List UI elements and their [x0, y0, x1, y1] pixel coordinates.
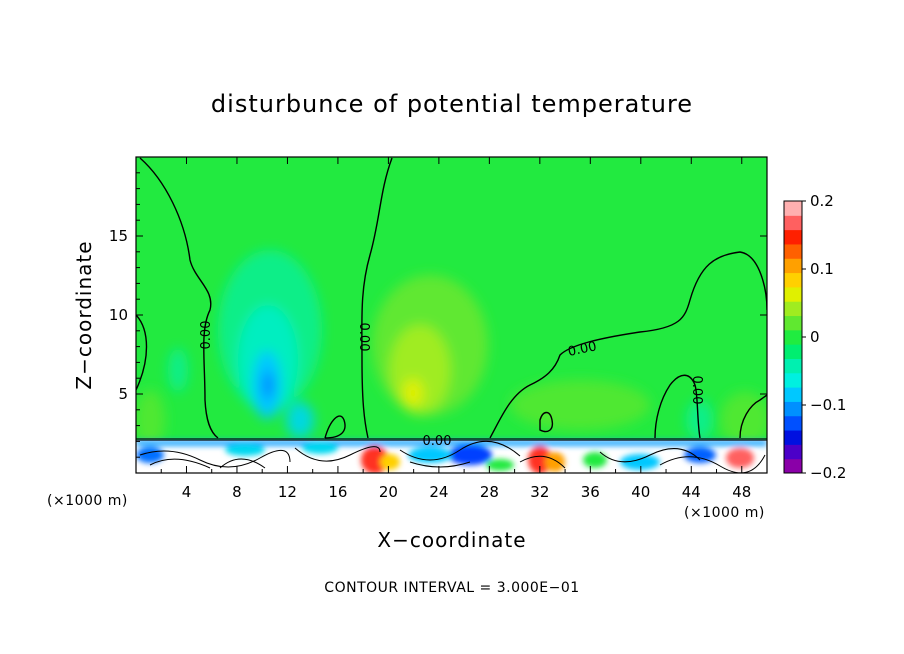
colorbar-swatch	[784, 344, 802, 359]
x-tick-label: 44	[682, 483, 701, 501]
cool-region-lower-left	[286, 402, 314, 438]
x-tick-label: 12	[278, 483, 297, 501]
y-axis: 5 10 15	[109, 172, 767, 458]
cool-region-right	[686, 400, 714, 440]
contour-interval-note: CONTOUR INTERVAL = 3.000E−01	[324, 580, 579, 596]
colorbar-tick-label: −0.2	[810, 464, 846, 482]
x-tick-label: 8	[232, 483, 242, 501]
cool-region-left-deep	[263, 371, 273, 399]
y-tick-label: 15	[109, 227, 128, 245]
colorbar-swatch	[784, 415, 802, 431]
heatmap-field: 0.00 0.00 0.00 0.00 0.00	[136, 157, 767, 473]
contour-center-left	[361, 157, 393, 439]
x-tick-label: 4	[182, 483, 192, 501]
colorbar-swatch	[784, 201, 802, 216]
contour-label-3: 0.00	[567, 339, 598, 360]
contour-left	[139, 157, 219, 439]
contour-far-right	[739, 394, 767, 439]
colorbar-swatch	[784, 401, 802, 417]
contour-label-2: 0.00	[356, 323, 371, 352]
colorbar-swatch	[784, 329, 802, 345]
colorbar-swatch	[784, 258, 802, 274]
contour-label-1: 0.00	[199, 321, 214, 350]
x-unit-left: (×1000 m)	[47, 493, 128, 509]
positive-anomaly-regions	[136, 275, 767, 450]
x-tick-label: 24	[429, 483, 448, 501]
warm-region-center-peak	[403, 379, 423, 407]
colorbar-swatch	[784, 272, 802, 288]
contour-small-loop-right	[539, 411, 554, 433]
colorbar-swatch	[784, 301, 802, 317]
colorbar-tick-label: −0.1	[810, 396, 846, 414]
warm-region-right	[510, 380, 650, 430]
contour-small-loop	[324, 415, 346, 439]
contour-small-left-edge	[136, 314, 148, 391]
x-tick-label: 48	[732, 483, 751, 501]
x-axis: 4 8 12 16 20 24 28 32 36 40 44 48	[160, 157, 751, 501]
contour-right-lower	[654, 374, 701, 439]
colorbar-swatch	[784, 458, 802, 474]
y-tick-label: 5	[118, 385, 128, 403]
x-tick-label: 40	[631, 483, 650, 501]
colorbar-swatch	[784, 430, 802, 445]
colorbar-tick-label: 0.1	[810, 260, 834, 278]
colorbar-swatch	[784, 372, 802, 388]
colorbar-tick-label: 0.2	[810, 192, 834, 210]
cool-region-tiny-left	[168, 348, 188, 392]
colorbar-tick-label: 0	[810, 328, 820, 346]
x-tick-label: 20	[379, 483, 398, 501]
x-tick-label: 36	[581, 483, 600, 501]
warm-region-left-edge	[136, 390, 165, 450]
x-tick-label: 16	[328, 483, 347, 501]
colorbar-swatch	[784, 243, 802, 259]
x-unit-right: (×1000 m)	[684, 505, 765, 521]
colorbar-swatch	[784, 286, 802, 302]
y-axis-title: Z−coordinate	[72, 240, 96, 389]
zero-contours	[136, 157, 767, 439]
colorbar-swatch	[784, 229, 802, 245]
chart-title: disturbunce of potential temperature	[211, 90, 693, 118]
colorbar: 0.2 0.1 0 −0.1 −0.2	[783, 192, 846, 482]
colorbar-swatch	[784, 358, 802, 374]
y-tick-label: 10	[109, 306, 128, 324]
negative-anomaly-regions	[168, 250, 714, 440]
contour-labels: 0.00 0.00 0.00 0.00 0.00	[199, 321, 704, 449]
colorbar-swatch	[784, 315, 802, 331]
contour-label-5: 0.00	[689, 376, 704, 405]
colorbar-swatch	[784, 215, 802, 231]
x-tick-label: 32	[530, 483, 549, 501]
colorbar-swatch	[784, 444, 802, 460]
contour-label-4: 0.00	[423, 434, 452, 449]
colorbar-swatch	[784, 387, 802, 402]
contour-right	[489, 251, 767, 439]
x-axis-title: X−coordinate	[377, 528, 526, 552]
boundary-layer	[136, 438, 767, 473]
x-tick-label: 28	[480, 483, 499, 501]
